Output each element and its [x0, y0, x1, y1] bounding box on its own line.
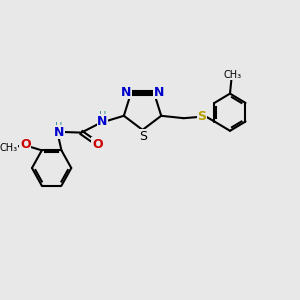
Text: N: N — [97, 115, 108, 128]
Text: O: O — [92, 138, 103, 151]
Text: CH₃: CH₃ — [0, 143, 18, 153]
Text: S: S — [139, 130, 147, 143]
Text: H: H — [56, 122, 63, 132]
Text: S: S — [197, 110, 206, 123]
Text: CH₃: CH₃ — [224, 70, 242, 80]
Text: N: N — [154, 85, 164, 99]
Text: H: H — [99, 111, 106, 121]
Text: N: N — [54, 126, 64, 139]
Text: N: N — [121, 85, 131, 99]
Text: O: O — [20, 137, 31, 151]
